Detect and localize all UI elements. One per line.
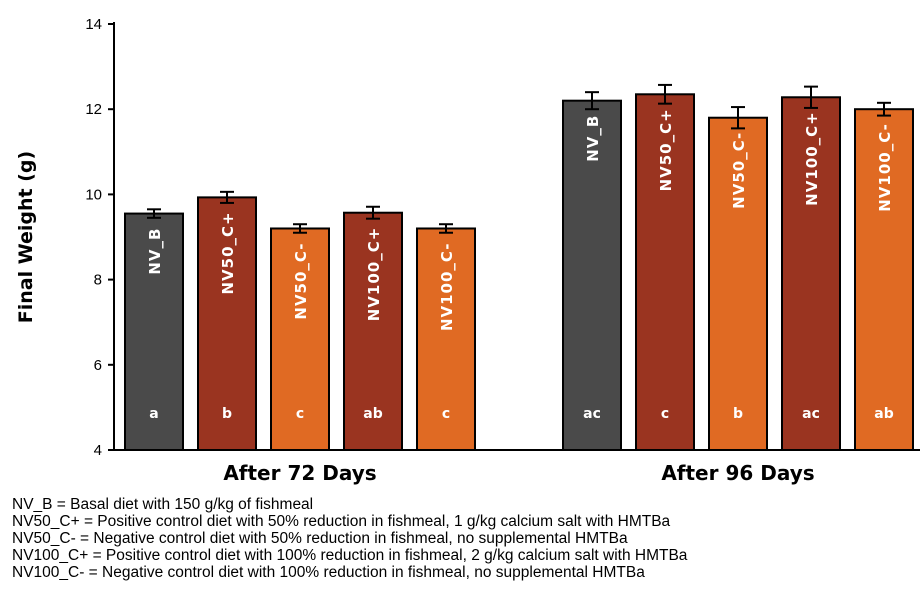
- bar: [197, 196, 257, 451]
- bars: [124, 83, 914, 452]
- significance-letter: b: [733, 406, 743, 422]
- bar: [781, 96, 841, 451]
- legend-line-nv100-cminus: NV100_C- = Negative control diet with 10…: [12, 564, 645, 581]
- y-tick-label: 4: [94, 442, 102, 459]
- bar: [635, 93, 695, 451]
- significance-letter: c: [661, 406, 669, 422]
- legend-line-nv50-cplus: NV50_C+ = Positive control diet with 50%…: [12, 513, 671, 530]
- bar: [708, 116, 768, 451]
- significance-letter: ab: [874, 406, 893, 422]
- bar-series-label: NV100_C-: [438, 242, 456, 331]
- bar: [854, 108, 914, 451]
- bar: [124, 212, 184, 451]
- x-group-label: After 96 Days: [661, 461, 814, 485]
- bar-series-label: NV50_C-: [292, 242, 310, 319]
- significance-letter: a: [149, 406, 158, 422]
- significance-letter: ac: [583, 406, 601, 422]
- y-tick-label: 8: [94, 272, 102, 289]
- bar-series-label: NV50_C-: [730, 132, 748, 209]
- y-tick-label: 6: [94, 357, 102, 374]
- x-group-label: After 72 Days: [223, 461, 376, 485]
- y-tick-label: 12: [85, 101, 102, 118]
- y-tick-label: 14: [85, 16, 102, 33]
- legend-line-nv100-cplus: NV100_C+ = Positive control diet with 10…: [12, 547, 688, 564]
- significance-letter: ac: [802, 406, 820, 422]
- bar-series-label: NV50_C+: [657, 108, 675, 191]
- bar-series-label: NV100_C+: [803, 111, 821, 206]
- bar: [416, 227, 476, 451]
- significance-letter: ab: [363, 406, 382, 422]
- y-tick-label: 10: [85, 186, 102, 203]
- legend: NV_B = Basal diet with 150 g/kg of fishm…: [12, 496, 917, 581]
- bar-series-label: NV100_C-: [876, 123, 894, 212]
- bar-series-label: NV100_C+: [365, 227, 383, 322]
- bar: [343, 211, 403, 451]
- bar-series-label: NV50_C+: [219, 211, 237, 294]
- significance-letter: b: [222, 406, 232, 422]
- bar-series-label: NV_B: [584, 115, 602, 162]
- legend-line-nv50-cminus: NV50_C- = Negative control diet with 50%…: [12, 530, 628, 547]
- legend-line-nv-b: NV_B = Basal diet with 150 g/kg of fishm…: [12, 496, 314, 513]
- bar: [270, 227, 330, 451]
- bar-series-label: NV_B: [146, 228, 164, 275]
- significance-letter: c: [442, 406, 450, 422]
- labels: NV_Ba NV50_C+b NV50_C-c NV100_C+ab NV100_C-c…: [146, 108, 894, 485]
- y-axis-label: Final Weight (g): [15, 151, 37, 323]
- significance-letter: c: [296, 406, 304, 422]
